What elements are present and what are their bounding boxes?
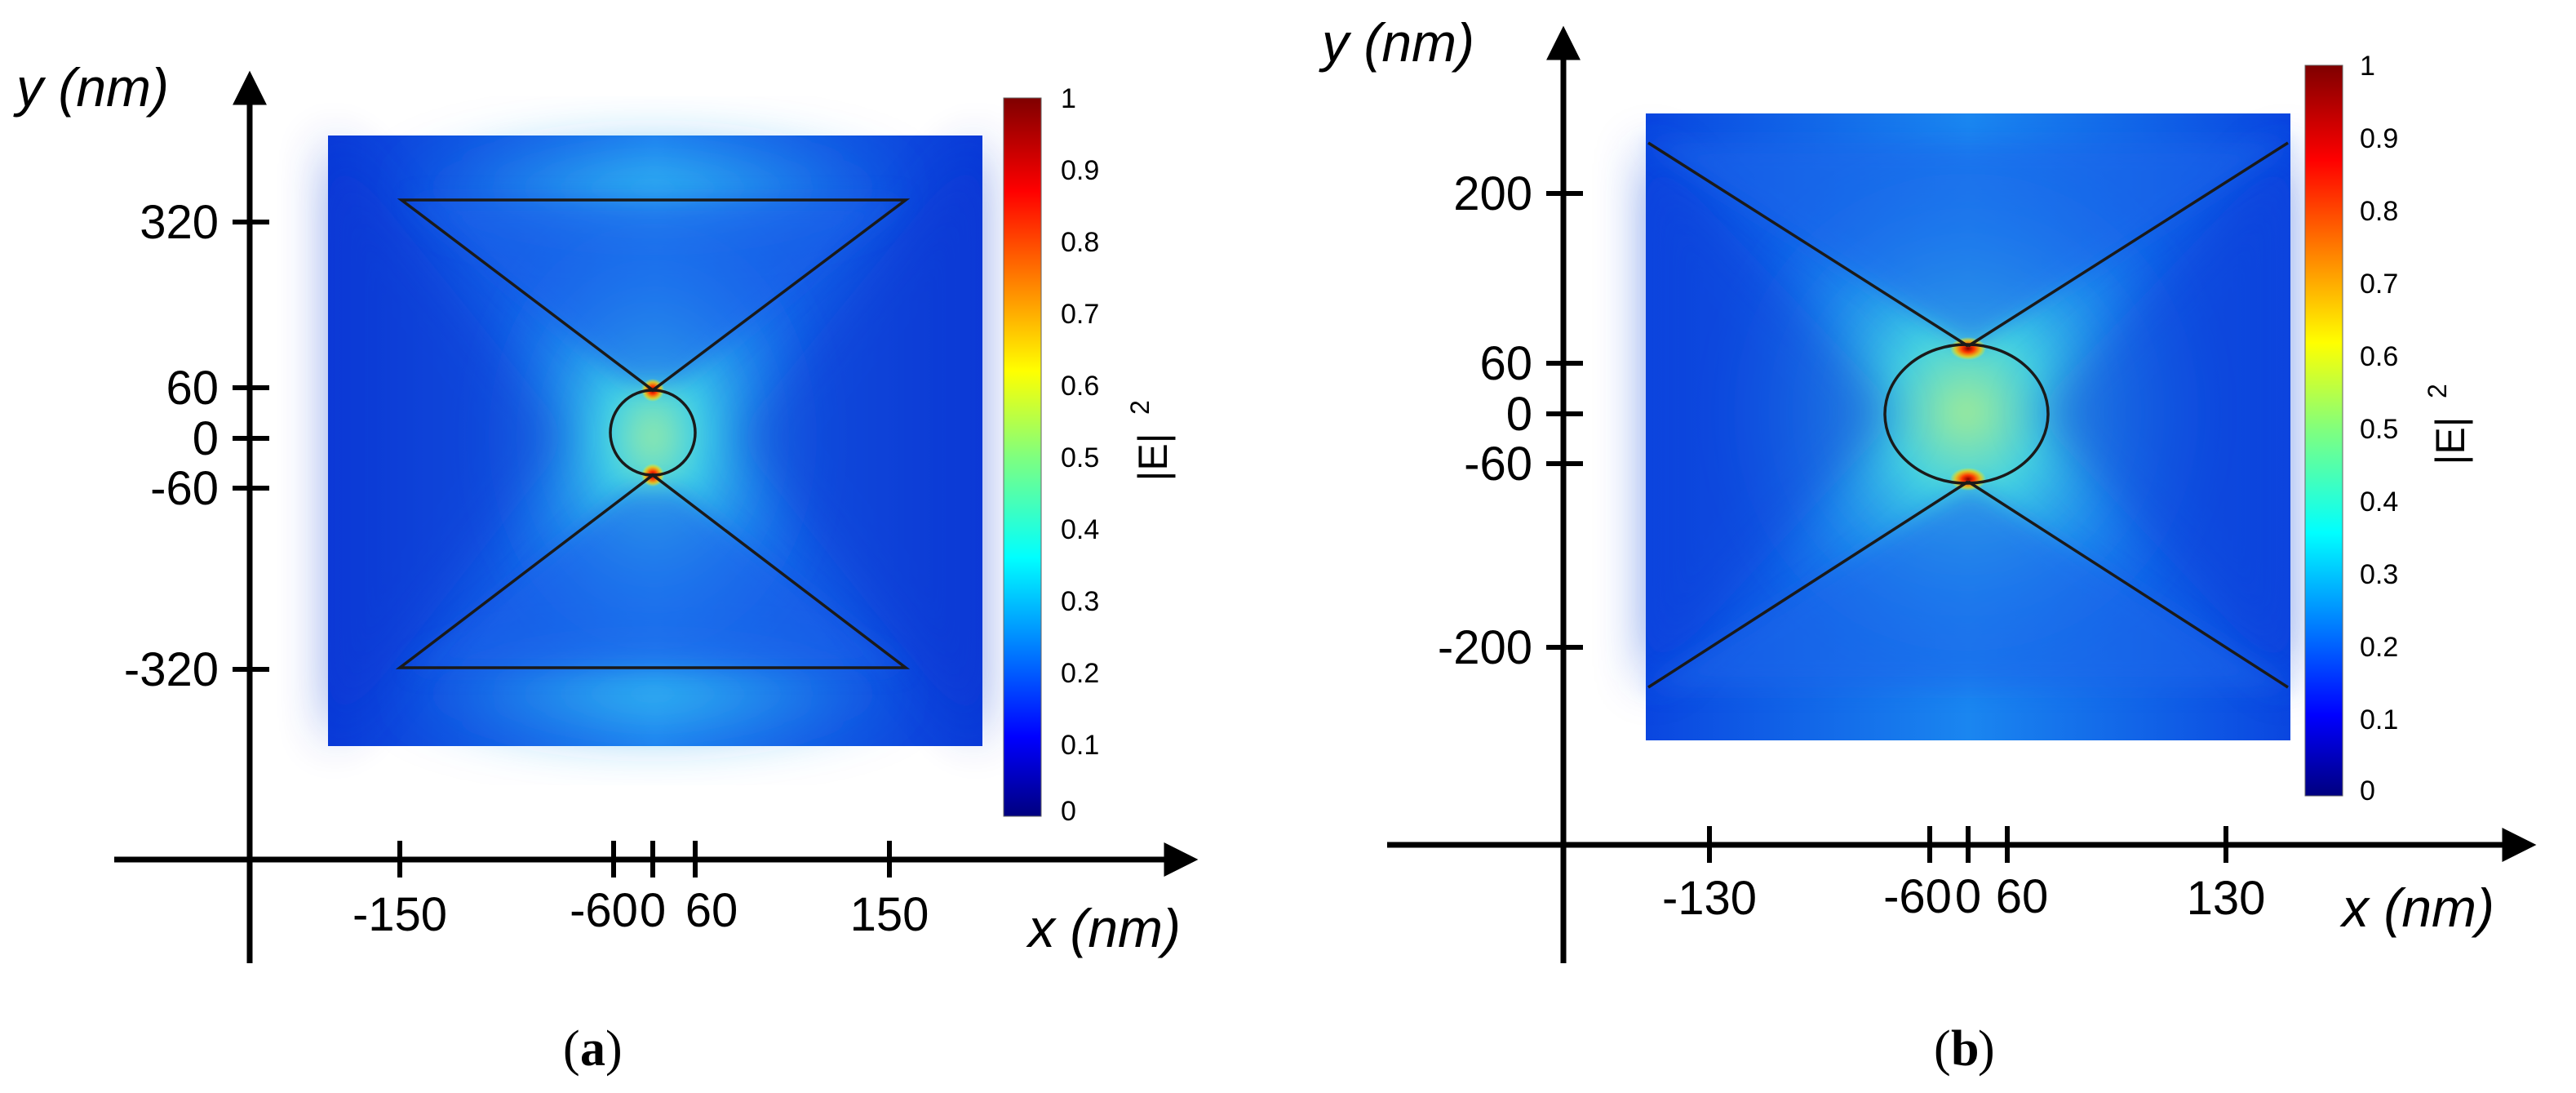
panel-a-y-tick-label: -60 xyxy=(150,462,219,515)
panel-b-label: ( b ) xyxy=(1934,1021,1995,1077)
panel-a-x-axis-title: x (nm) xyxy=(1026,898,1181,958)
panel-b-y-axis-title: y (nm) xyxy=(1319,12,1474,73)
panel-a-y-tick-label: 320 xyxy=(140,196,219,249)
colorbar-tick-label: 0.5 xyxy=(1061,442,1099,473)
panel-a-x-tick-label: 60 xyxy=(685,884,738,937)
panel-b-y-ticks: 200 60 0 -60 -200 xyxy=(1438,167,1583,674)
panel-b-colorbar-superscript: 2 xyxy=(2423,384,2452,398)
panel-a-label: ( a ) xyxy=(563,1021,623,1077)
colorbar-tick-label: 0.7 xyxy=(2360,269,2398,300)
panel-b-y-tick-label: -60 xyxy=(1464,438,1532,491)
panel-b-y-tick-label: -200 xyxy=(1438,621,1532,674)
panel-b-y-tick-label: 200 xyxy=(1453,167,1532,220)
svg-text:): ) xyxy=(605,1021,623,1077)
panel-a-x-tick-label: -60 xyxy=(570,884,638,937)
panel-b-x-axis-title: x (nm) xyxy=(2339,878,2494,938)
svg-text:(: ( xyxy=(1934,1021,1951,1077)
panel-b-x-tick-label: 0 xyxy=(1955,870,1981,923)
panel-a-y-tick-label: 0 xyxy=(193,412,219,465)
colorbar-tick-label: 1 xyxy=(2360,51,2375,82)
panel-b-y-tick-label: 0 xyxy=(1506,388,1532,441)
colorbar-tick-label: 0.6 xyxy=(2360,341,2398,372)
colorbar-tick-label: 0.3 xyxy=(1061,586,1099,617)
panel-a-x-tick-label: 0 xyxy=(640,884,666,937)
panel-b-colorbar-ticks: 1 0.9 0.8 0.7 0.6 0.5 0.4 0.3 0.2 0.1 0 xyxy=(2360,51,2398,806)
colorbar-tick-label: 0.4 xyxy=(1061,514,1099,545)
panel-b-circle xyxy=(1883,343,2050,485)
colorbar-tick-label: 0.2 xyxy=(1061,658,1099,689)
panel-a-colorbar-title: |E| xyxy=(1130,433,1176,481)
colorbar-tick-label: 0.2 xyxy=(2360,632,2398,663)
panel-a-y-ticks: 320 60 0 -60 -320 xyxy=(124,196,269,696)
panel-a-y-tick-label: -320 xyxy=(124,643,219,696)
panel-a-y-tick-label: 60 xyxy=(166,362,219,415)
panel-b: y (nm) x (nm) 200 60 0 -60 -200 -130 -60… xyxy=(1319,12,2537,1077)
panel-b-x-tick-label: 130 xyxy=(2187,872,2266,925)
colorbar-tick-label: 1 xyxy=(1061,83,1076,114)
panel-a-colorbar-ticks: 1 0.9 0.8 0.7 0.6 0.5 0.4 0.3 0.2 0.1 0 xyxy=(1061,83,1099,827)
colorbar-tick-label: 0.7 xyxy=(1061,299,1099,330)
svg-text:): ) xyxy=(1978,1021,1995,1077)
panel-a-x-tick-label: -150 xyxy=(352,888,447,941)
colorbar-tick-label: 0.3 xyxy=(2360,559,2398,590)
panel-a-colorbar: 1 0.9 0.8 0.7 0.6 0.5 0.4 0.3 0.2 0.1 0 … xyxy=(1003,83,1176,827)
panel-a: y (nm) x (nm) 320 60 0 -60 -320 -150 -60… xyxy=(13,57,1199,1077)
colorbar-tick-label: 0.6 xyxy=(1061,371,1099,402)
panel-a-y-axis-title: y (nm) xyxy=(13,57,169,118)
colorbar-tick-label: 0.8 xyxy=(2360,196,2398,227)
panel-b-x-tick-label: -60 xyxy=(1883,870,1952,923)
panel-b-colorbar-title: |E| xyxy=(2427,416,2473,464)
panel-b-x-tick-label: 60 xyxy=(1996,870,2049,923)
colorbar-tick-label: 0.5 xyxy=(2360,414,2398,445)
panel-a-label-text: a xyxy=(580,1021,605,1077)
colorbar-tick-label: 0.8 xyxy=(1061,227,1099,258)
panel-a-top-triangle xyxy=(397,198,911,393)
panel-a-field-map xyxy=(328,131,982,751)
colorbar-tick-label: 0 xyxy=(2360,775,2375,806)
panel-b-y-tick-label: 60 xyxy=(1479,337,1532,390)
colorbar-tick-label: 0.9 xyxy=(2360,123,2398,154)
svg-text:(: ( xyxy=(563,1021,580,1077)
panel-b-field-map xyxy=(1646,113,2290,740)
panel-a-x-tick-label: 150 xyxy=(850,888,929,941)
panel-a-colorbar-superscript: 2 xyxy=(1125,400,1155,415)
colorbar-tick-label: 0.9 xyxy=(1061,155,1099,186)
panel-a-circle xyxy=(609,389,697,477)
panel-b-x-ticks: -130 -60 0 60 130 xyxy=(1662,826,2265,925)
panel-b-x-tick-label: -130 xyxy=(1662,872,1757,925)
panel-b-label-text: b xyxy=(1951,1021,1979,1077)
colorbar-tick-label: 0.1 xyxy=(1061,730,1099,761)
panel-b-colorbar: 1 0.9 0.8 0.7 0.6 0.5 0.4 0.3 0.2 0.1 0 … xyxy=(2304,51,2473,806)
colorbar-tick-label: 0.1 xyxy=(2360,704,2398,735)
colorbar-tick-label: 0.4 xyxy=(2360,487,2398,518)
colorbar-tick-label: 0 xyxy=(1061,796,1076,827)
panel-a-x-ticks: -150 -60 0 60 150 xyxy=(352,841,929,941)
panel-a-bottom-triangle xyxy=(395,473,911,669)
